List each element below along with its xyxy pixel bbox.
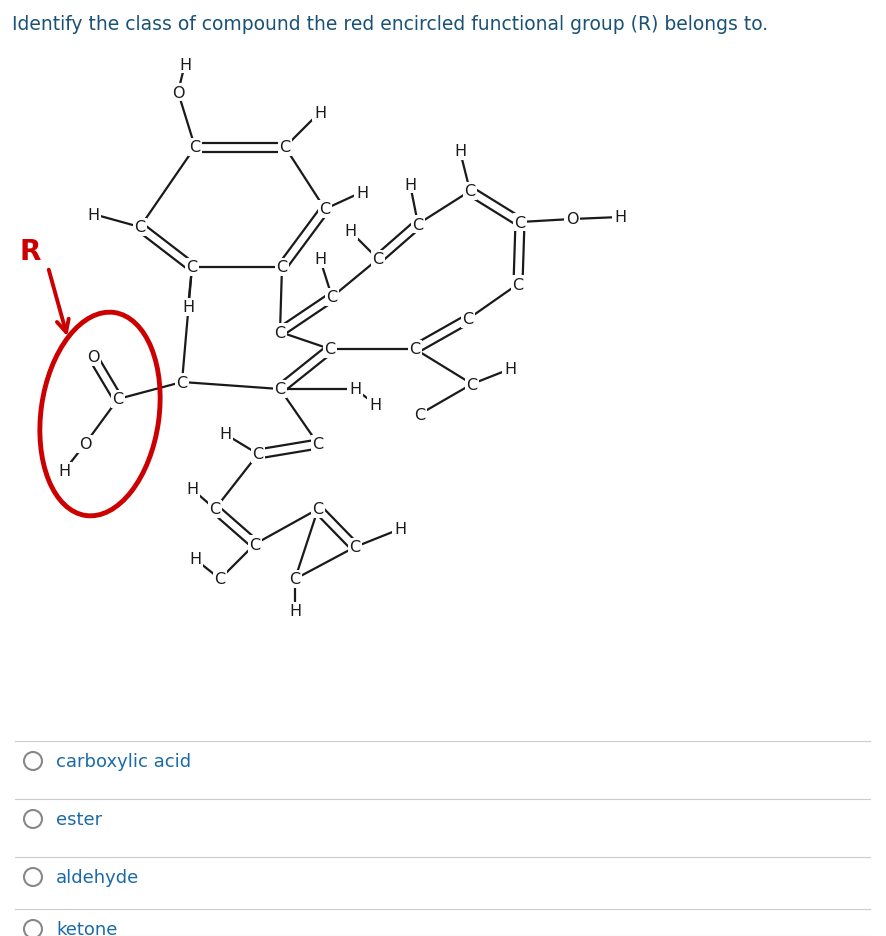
- Text: O: O: [172, 85, 184, 100]
- Text: C: C: [372, 252, 384, 267]
- Text: C: C: [190, 140, 200, 155]
- Text: H: H: [356, 185, 368, 200]
- Text: H: H: [87, 207, 99, 222]
- Text: C: C: [313, 502, 323, 517]
- Text: C: C: [290, 572, 300, 587]
- Text: H: H: [58, 464, 70, 479]
- Text: R: R: [20, 238, 42, 266]
- Text: ketone: ketone: [56, 920, 117, 936]
- Text: O: O: [87, 350, 99, 365]
- Text: C: C: [466, 377, 478, 392]
- Text: C: C: [253, 447, 263, 462]
- Text: C: C: [464, 184, 476, 199]
- Text: H: H: [314, 252, 326, 267]
- Text: C: C: [279, 140, 291, 155]
- Text: H: H: [369, 397, 381, 412]
- Text: O: O: [566, 212, 579, 227]
- Text: C: C: [276, 260, 288, 275]
- Text: H: H: [219, 427, 231, 442]
- Text: C: C: [209, 502, 221, 517]
- Text: C: C: [324, 343, 336, 358]
- Text: H: H: [394, 522, 406, 537]
- Text: C: C: [113, 392, 123, 407]
- Text: C: C: [462, 313, 473, 328]
- Text: H: H: [454, 144, 466, 159]
- Text: C: C: [512, 277, 524, 292]
- Text: H: H: [289, 604, 301, 619]
- Text: C: C: [250, 537, 260, 552]
- Text: H: H: [179, 57, 191, 72]
- Text: C: C: [413, 217, 424, 232]
- Text: C: C: [214, 572, 226, 587]
- Text: C: C: [313, 437, 323, 452]
- Text: H: H: [349, 382, 361, 397]
- Text: Identify the class of compound the red encircled functional group (R) belongs to: Identify the class of compound the red e…: [12, 15, 768, 34]
- Text: H: H: [314, 106, 326, 121]
- Text: C: C: [135, 220, 145, 235]
- Text: carboxylic acid: carboxylic acid: [56, 753, 191, 770]
- Text: ester: ester: [56, 811, 102, 828]
- Text: C: C: [326, 290, 338, 305]
- Text: C: C: [349, 540, 361, 555]
- Text: H: H: [504, 362, 516, 377]
- Text: H: H: [189, 552, 201, 567]
- Text: C: C: [275, 382, 285, 397]
- Text: aldehyde: aldehyde: [56, 868, 139, 886]
- Text: C: C: [409, 343, 421, 358]
- Text: H: H: [182, 300, 194, 315]
- Text: H: H: [344, 225, 356, 240]
- Text: H: H: [404, 177, 416, 192]
- Text: C: C: [415, 407, 425, 422]
- Text: H: H: [614, 211, 626, 226]
- Text: O: O: [79, 437, 91, 452]
- Text: C: C: [275, 325, 285, 340]
- Text: C: C: [320, 202, 330, 217]
- Text: H: H: [186, 482, 198, 497]
- Text: C: C: [186, 260, 198, 275]
- Text: C: C: [176, 375, 188, 390]
- Text: C: C: [515, 215, 525, 230]
